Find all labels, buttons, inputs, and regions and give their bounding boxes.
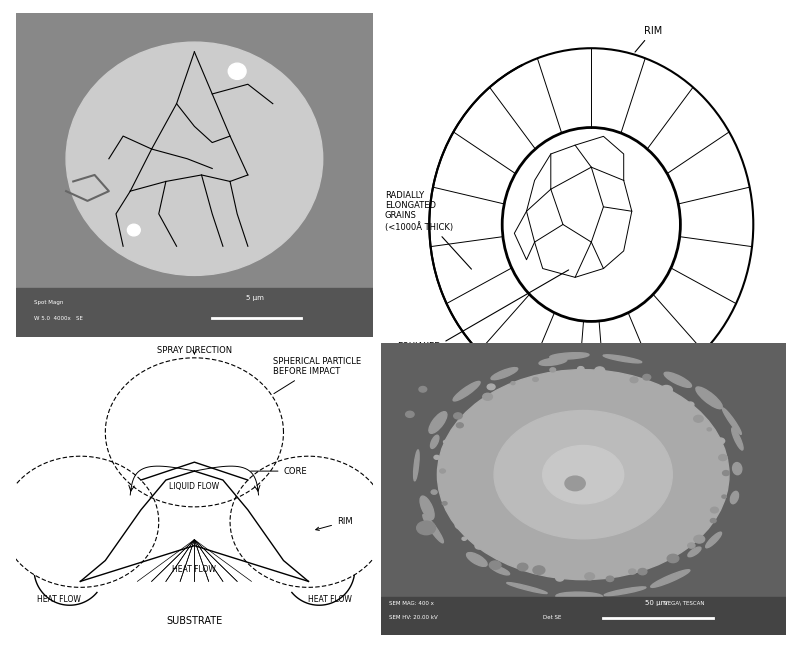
- Text: HEAT FLOW: HEAT FLOW: [173, 565, 216, 574]
- Circle shape: [494, 411, 672, 538]
- Circle shape: [456, 422, 463, 428]
- Circle shape: [693, 415, 703, 422]
- Circle shape: [437, 369, 729, 579]
- Ellipse shape: [423, 515, 443, 543]
- Circle shape: [442, 502, 447, 505]
- Circle shape: [578, 367, 584, 371]
- Ellipse shape: [66, 42, 322, 275]
- Circle shape: [533, 377, 539, 382]
- Circle shape: [710, 518, 716, 523]
- Circle shape: [511, 382, 515, 385]
- Circle shape: [718, 455, 727, 461]
- Circle shape: [595, 367, 605, 374]
- Circle shape: [723, 470, 730, 476]
- Circle shape: [630, 377, 638, 383]
- Text: SEM MAG: 400 x: SEM MAG: 400 x: [389, 601, 433, 606]
- Bar: [16, 288, 373, 337]
- Circle shape: [434, 456, 439, 459]
- Circle shape: [660, 386, 672, 394]
- Circle shape: [585, 573, 595, 580]
- Circle shape: [444, 441, 448, 443]
- Ellipse shape: [414, 450, 419, 481]
- Circle shape: [638, 568, 647, 575]
- Ellipse shape: [603, 354, 642, 363]
- Ellipse shape: [688, 547, 701, 557]
- Circle shape: [556, 575, 564, 581]
- Text: SPHERICAL PARTICLE
BEFORE IMPACT: SPHERICAL PARTICLE BEFORE IMPACT: [273, 357, 361, 393]
- Circle shape: [475, 543, 484, 549]
- Text: RADIALLY
ELONGATED
GRAINS
(<1000Å THICK): RADIALLY ELONGATED GRAINS (<1000Å THICK): [385, 191, 471, 269]
- Text: EQUIAXED
GRAINS
(CORE): EQUIAXED GRAINS (CORE): [397, 270, 569, 371]
- Circle shape: [550, 368, 556, 372]
- Circle shape: [707, 428, 711, 431]
- Text: HEAT FLOW: HEAT FLOW: [37, 595, 81, 604]
- Ellipse shape: [467, 553, 487, 566]
- Circle shape: [462, 537, 467, 540]
- Ellipse shape: [723, 408, 741, 434]
- Circle shape: [406, 411, 414, 417]
- Circle shape: [454, 413, 463, 419]
- Circle shape: [487, 384, 495, 389]
- Ellipse shape: [430, 435, 439, 448]
- Circle shape: [667, 554, 679, 562]
- Bar: [381, 597, 786, 635]
- Circle shape: [716, 438, 725, 444]
- Circle shape: [722, 495, 727, 498]
- Circle shape: [127, 224, 140, 236]
- Ellipse shape: [731, 491, 739, 503]
- Circle shape: [431, 490, 437, 494]
- Circle shape: [687, 402, 694, 407]
- Text: VEGA\ TESCAN: VEGA\ TESCAN: [664, 601, 705, 606]
- Text: Spot Magn: Spot Magn: [34, 299, 63, 305]
- Circle shape: [694, 535, 705, 543]
- Text: RIM: RIM: [635, 25, 663, 52]
- Ellipse shape: [732, 463, 742, 475]
- Circle shape: [440, 469, 446, 473]
- Circle shape: [543, 446, 624, 504]
- Ellipse shape: [507, 583, 547, 594]
- Ellipse shape: [539, 358, 567, 365]
- Circle shape: [483, 393, 492, 400]
- Text: HEAT FLOW: HEAT FLOW: [308, 595, 352, 604]
- Text: SUBSTRATE: SUBSTRATE: [166, 616, 223, 626]
- Text: Det SE: Det SE: [543, 616, 561, 621]
- Ellipse shape: [453, 382, 480, 401]
- Circle shape: [565, 476, 585, 491]
- Circle shape: [629, 569, 636, 574]
- Text: W 5.0  4000x   SE: W 5.0 4000x SE: [34, 316, 83, 321]
- Circle shape: [688, 543, 695, 548]
- Ellipse shape: [706, 532, 722, 548]
- Circle shape: [455, 521, 467, 529]
- Ellipse shape: [550, 353, 589, 359]
- Ellipse shape: [556, 592, 603, 601]
- Text: RIM: RIM: [316, 517, 352, 531]
- Text: LIQUID FLOW: LIQUID FLOW: [169, 481, 220, 491]
- Circle shape: [228, 63, 246, 80]
- Ellipse shape: [664, 372, 692, 388]
- Ellipse shape: [429, 411, 447, 434]
- Text: 50 μm: 50 μm: [645, 600, 667, 606]
- Ellipse shape: [604, 587, 646, 596]
- Text: 5 μm: 5 μm: [246, 295, 264, 301]
- Circle shape: [518, 563, 528, 571]
- Circle shape: [643, 375, 650, 380]
- Circle shape: [489, 561, 501, 570]
- Text: SPRAY DIRECTION: SPRAY DIRECTION: [157, 346, 232, 355]
- Circle shape: [606, 576, 614, 581]
- Ellipse shape: [731, 428, 743, 450]
- Circle shape: [419, 386, 427, 392]
- Text: TOP VIEW: TOP VIEW: [544, 423, 606, 436]
- Text: CORE: CORE: [250, 467, 307, 476]
- Ellipse shape: [696, 387, 723, 409]
- Ellipse shape: [650, 570, 690, 587]
- Ellipse shape: [491, 566, 509, 575]
- Circle shape: [710, 507, 718, 513]
- Ellipse shape: [491, 367, 518, 380]
- Circle shape: [416, 521, 436, 535]
- Text: SEM HV: 20.00 kV: SEM HV: 20.00 kV: [389, 616, 437, 621]
- Ellipse shape: [420, 496, 434, 520]
- Circle shape: [533, 566, 545, 574]
